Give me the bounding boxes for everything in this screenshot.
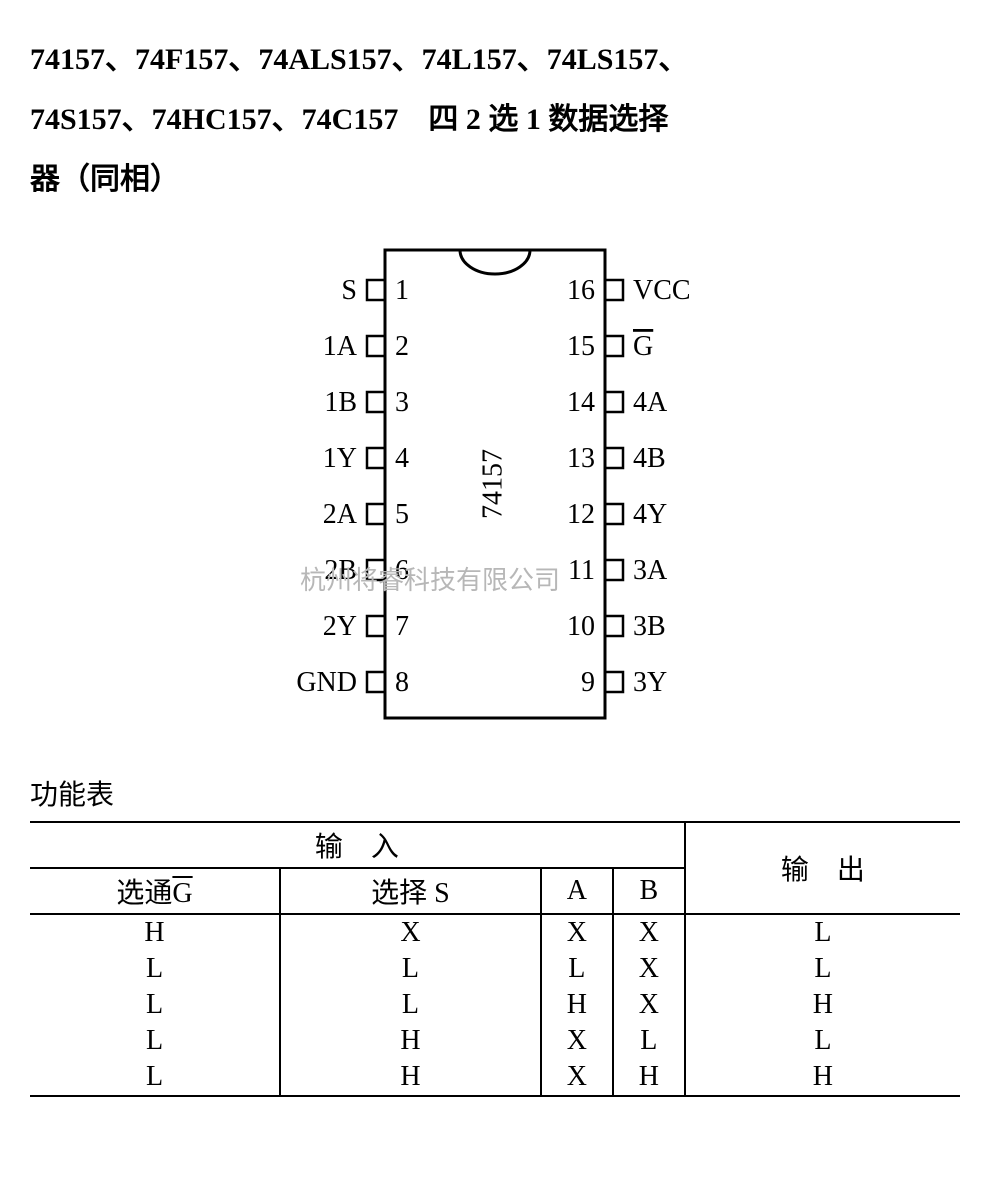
table-cell: L [280,951,541,987]
truth-header-input: 输 入 [30,822,685,868]
truth-table: 输 入 输 出 选通G 选择 S A B HXXXLLLLXLLLHXHLHXL… [30,821,960,1097]
table-cell: X [541,1059,613,1096]
table-cell: L [685,951,960,987]
svg-text:6: 6 [395,555,409,586]
table-cell: L [30,987,280,1023]
truth-header-output: 输 出 [685,822,960,914]
svg-text:5: 5 [395,499,409,530]
table-cell: L [541,951,613,987]
pin-label-left-7: 2Y [323,611,357,642]
svg-text:11: 11 [568,555,595,586]
svg-text:7: 7 [395,611,409,642]
table-cell: H [685,987,960,1023]
table-cell: X [280,914,541,951]
table-row: LLHXH [30,987,960,1023]
pin-label-left-2: 1A [323,331,358,362]
table-cell: X [541,914,613,951]
chip-svg: 74157 1 S 16 VCC 2 1A 15 G 3 1B 14 4A 4 1Y 13 4B 5 2A 12 4Y 6… [215,230,775,738]
pin-label-right-14: 4A [633,387,668,418]
table-cell: H [613,1059,685,1096]
svg-text:2: 2 [395,331,409,362]
chip-pinout-diagram: 74157 1 S 16 VCC 2 1A 15 G 3 1B 14 4A 4 1Y 13 4B 5 2A 12 4Y 6… [30,230,960,743]
svg-text:10: 10 [567,611,595,642]
table-cell: H [541,987,613,1023]
table-row: LHXLL [30,1023,960,1059]
svg-text:3: 3 [395,387,409,418]
svg-text:12: 12 [567,499,595,530]
table-cell: L [685,1023,960,1059]
svg-text:15: 15 [567,331,595,362]
table-cell: L [30,1023,280,1059]
table-cell: L [30,1059,280,1096]
pin-label-left-5: 2A [323,499,358,530]
truth-col-s: 选择 S [280,868,541,914]
table-cell: L [685,914,960,951]
pin-label-right-10: 3B [633,611,666,642]
table-cell: H [685,1059,960,1096]
title-line-2: 74S157、74HC157、74C157 四 2 选 1 数据选择 [30,103,668,136]
table-cell: L [30,951,280,987]
chip-label: 74157 [477,449,508,519]
table-cell: H [280,1059,541,1096]
truth-col-g: 选通G [30,868,280,914]
svg-text:16: 16 [567,275,595,306]
table-cell: L [613,1023,685,1059]
table-cell: H [30,914,280,951]
table-row: HXXXL [30,914,960,951]
pin-label-right-12: 4Y [633,499,667,530]
svg-text:8: 8 [395,667,409,698]
table-row: LHXHH [30,1059,960,1096]
table-row: LLLXL [30,951,960,987]
svg-text:9: 9 [581,667,595,698]
pin-label-left-6: 2B [324,555,357,586]
truth-col-b: B [613,868,685,914]
pin-label-right-15: G [633,331,653,362]
truth-table-title: 功能表 [30,773,960,813]
svg-text:4: 4 [395,443,409,474]
svg-text:14: 14 [567,387,595,418]
title-line-3: 器（同相） [30,163,180,196]
table-cell: X [541,1023,613,1059]
pin-label-left-3: 1B [324,387,357,418]
pin-label-left-8: GND [296,667,357,698]
table-cell: X [613,914,685,951]
svg-text:13: 13 [567,443,595,474]
pin-label-right-16: VCC [633,275,691,306]
table-cell: L [280,987,541,1023]
table-cell: H [280,1023,541,1059]
pin-label-left-4: 1Y [323,443,357,474]
pin-label-left-1: S [341,275,357,306]
document-title: 74157、74F157、74ALS157、74L157、74LS157、 74… [30,30,960,210]
pin-label-right-9: 3Y [633,667,667,698]
pin-label-right-13: 4B [633,443,666,474]
title-line-1: 74157、74F157、74ALS157、74L157、74LS157、 [30,43,688,76]
pin-label-right-11: 3A [633,555,668,586]
truth-col-a: A [541,868,613,914]
table-cell: X [613,987,685,1023]
svg-text:1: 1 [395,275,409,306]
table-cell: X [613,951,685,987]
